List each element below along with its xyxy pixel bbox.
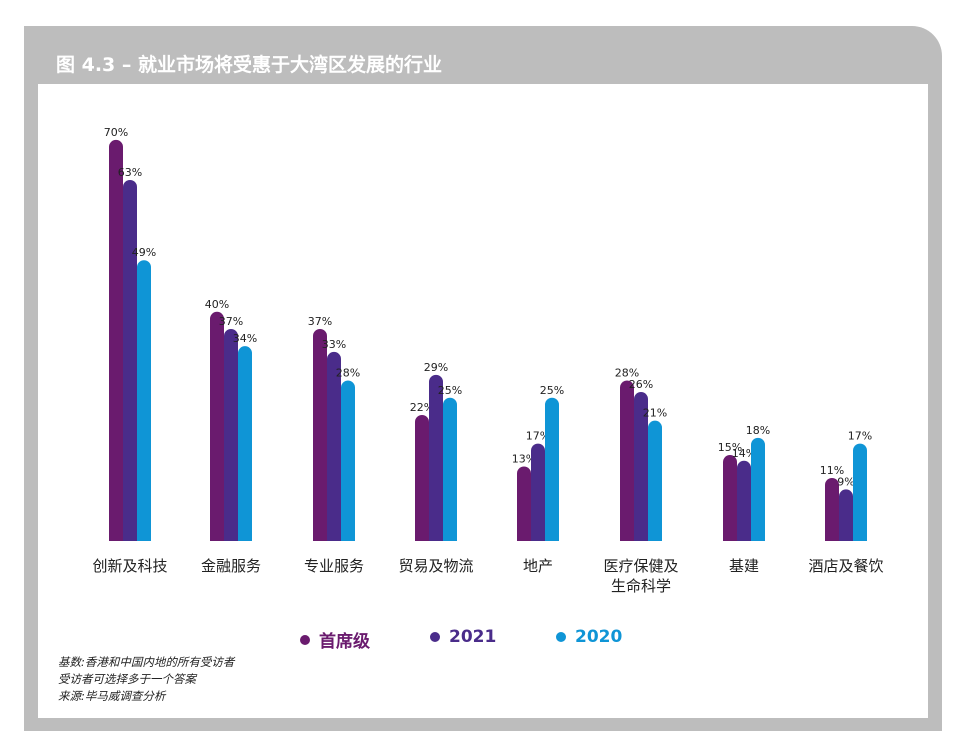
data-label: 29% xyxy=(424,361,448,374)
bar-2021-医疗保健及生命科学 xyxy=(634,392,648,541)
legend-label: 首席级 xyxy=(319,632,370,652)
data-label: 17% xyxy=(848,430,872,443)
bar-首席级-酒店及餐饮 xyxy=(825,477,839,541)
data-label: 33% xyxy=(322,338,346,351)
bar-首席级-地产 xyxy=(517,466,531,541)
category-label: 贸易及物流 xyxy=(381,556,491,576)
data-label: 25% xyxy=(540,384,564,397)
data-label: 49% xyxy=(132,246,156,259)
category-label: 基建 xyxy=(689,556,799,576)
bar-2020-地产 xyxy=(545,397,559,541)
legend: 首席级 2021 2020 xyxy=(38,627,928,652)
category-label: 专业服务 xyxy=(279,556,389,576)
data-label: 17% xyxy=(526,430,550,443)
note-multiple-answers: 受访者可选择多于一个答案 xyxy=(58,672,196,686)
bar-2020-基建 xyxy=(751,437,765,541)
category-label-line: 生命科学 xyxy=(610,577,671,595)
category-label-line: 专业服务 xyxy=(303,557,364,575)
data-label: 22% xyxy=(410,401,434,414)
bar-2021-酒店及餐饮 xyxy=(839,489,853,541)
category-label: 创新及科技 xyxy=(75,556,185,576)
legend-item: 2021 xyxy=(430,627,496,647)
data-label: 26% xyxy=(629,378,653,391)
category-label: 酒店及餐饮 xyxy=(791,556,901,576)
data-label: 13% xyxy=(512,453,536,466)
data-label: 21% xyxy=(643,407,667,420)
data-label: 28% xyxy=(615,367,639,380)
bar-首席级-创新及科技 xyxy=(109,139,123,541)
bar-2021-专业服务 xyxy=(327,351,341,541)
bar-2020-创新及科技 xyxy=(137,260,151,541)
data-label: 18% xyxy=(746,424,770,437)
data-label: 63% xyxy=(118,166,142,179)
bar-首席级-基建 xyxy=(723,455,737,541)
bar-2020-医疗保健及生命科学 xyxy=(648,420,662,541)
bar-首席级-金融服务 xyxy=(210,311,224,541)
data-label: 37% xyxy=(219,315,243,328)
note-base: 基数:香港和中国内地的所有受访者 xyxy=(58,655,235,669)
bar-chart: 70% 40% 37% 22% 13% 28% 15% 11% 63% 37% 33% 29% 17% 2… xyxy=(104,126,872,541)
data-label: 34% xyxy=(233,332,257,345)
category-label-line: 酒店及餐饮 xyxy=(808,557,884,575)
chart-title: 图 4.3 – 就业市场将受惠于大湾区发展的行业 xyxy=(56,54,443,76)
bar-2021-地产 xyxy=(531,443,545,541)
category-label-line: 贸易及物流 xyxy=(398,557,474,575)
bar-2021-金融服务 xyxy=(224,328,239,541)
bar-2020-金融服务 xyxy=(238,346,252,541)
legend-label: 2021 xyxy=(449,627,497,647)
bar-2020-贸易及物流 xyxy=(443,397,457,541)
category-label-line: 基建 xyxy=(728,557,759,575)
legend-item: 首席级 xyxy=(300,627,370,652)
legend-dot-icon xyxy=(300,634,310,645)
category-label-line: 金融服务 xyxy=(200,557,261,575)
legend-item: 2020 xyxy=(556,627,622,647)
legend-label: 2020 xyxy=(575,627,623,647)
bar-2021-贸易及物流 xyxy=(429,374,443,541)
bar-2020-专业服务 xyxy=(341,380,355,541)
bar-首席级-专业服务 xyxy=(313,328,327,541)
data-label: 37% xyxy=(308,315,332,328)
data-label: 70% xyxy=(104,126,128,139)
data-label: 14% xyxy=(732,447,756,460)
category-label-line: 创新及科技 xyxy=(92,557,168,575)
category-label-line: 地产 xyxy=(522,557,553,575)
data-label: 28% xyxy=(336,367,360,380)
bar-首席级-医疗保健及生命科学 xyxy=(620,380,634,541)
bar-首席级-贸易及物流 xyxy=(415,414,429,541)
category-label: 医疗保健及 生命科学 xyxy=(586,556,696,596)
category-label: 地产 xyxy=(483,556,593,576)
note-source: 来源:毕马威调查分析 xyxy=(58,689,166,703)
category-label-line: 医疗保健及 xyxy=(603,557,679,575)
data-label: 25% xyxy=(438,384,462,397)
data-label: 40% xyxy=(205,298,229,311)
data-label: 9% xyxy=(837,475,854,488)
legend-dot-icon xyxy=(556,632,566,642)
chart-panel: 70% 40% 37% 22% 13% 28% 15% 11% 63% 37% 33% 29% 17% 2… xyxy=(38,84,928,718)
bar-2021-创新及科技 xyxy=(123,180,137,541)
category-label: 金融服务 xyxy=(176,556,286,576)
data-label: 15% xyxy=(718,441,742,454)
legend-dot-icon xyxy=(430,632,440,642)
data-label: 11% xyxy=(820,464,844,477)
bar-2021-基建 xyxy=(737,460,751,541)
footnotes: 基数:香港和中国内地的所有受访者 受访者可选择多于一个答案 来源:毕马威调查分析 xyxy=(58,654,234,705)
bar-2020-酒店及餐饮 xyxy=(853,443,867,541)
